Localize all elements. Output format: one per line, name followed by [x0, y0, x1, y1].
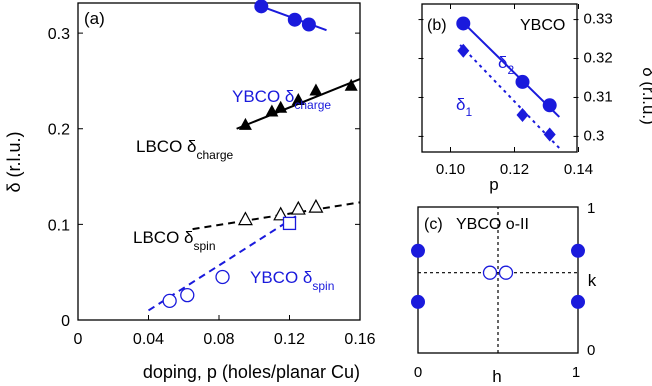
fit-line — [459, 18, 561, 118]
data-point — [516, 108, 529, 122]
panel-c-guides — [418, 207, 578, 353]
panel-c-ylabel: k — [588, 271, 597, 290]
data-point — [254, 0, 269, 14]
data-point — [571, 294, 585, 309]
data-point — [291, 93, 305, 106]
data-point — [274, 100, 288, 113]
y-tick-label: 0.2 — [48, 122, 70, 139]
data-point — [344, 78, 358, 91]
panel-a: (a) doping, p (holes/planar Cu) δ (r.l.u… — [4, 0, 376, 382]
panel-a-ticks: 0 0.04 0.08 0.12 0.16 0 0.1 0.2 0.3 — [48, 26, 376, 348]
x-tick-label: 1 — [572, 364, 580, 381]
data-point — [215, 269, 230, 285]
panel-b-fit-lines — [459, 18, 561, 149]
panel-c: (c) YBCO o-II h k 0 101 — [411, 200, 597, 386]
y-tick-label: 0.31 — [584, 88, 613, 105]
panel-c-xlabel: h — [492, 367, 501, 386]
label-ybco-spin: YBCO δspin — [250, 268, 334, 293]
data-point — [238, 117, 252, 130]
panel-a-label: (a) — [84, 9, 105, 28]
data-point — [482, 265, 498, 280]
panel-b-title: YBCO — [520, 17, 565, 34]
panel-b-frame — [421, 3, 578, 153]
data-point — [457, 43, 470, 58]
label-delta1: δ1 — [456, 95, 472, 119]
label-lbco-spin: LBCO δspin — [133, 228, 216, 253]
x-tick-label: 0.12 — [274, 331, 305, 348]
x-tick-label: 0.12 — [500, 161, 529, 178]
y-tick-label: 0.3 — [584, 127, 605, 144]
data-point — [265, 104, 279, 117]
label-lbco-charge: LBCO δcharge — [136, 137, 234, 162]
panel-b: (b) YBCO p δ (r.l.u.) 0.10 0.12 0.14 0.3 0.3… — [418, 3, 652, 194]
data-point — [571, 243, 585, 258]
x-tick-label: 0.08 — [203, 331, 234, 348]
panel-b-markers — [456, 16, 557, 142]
panel-c-markers — [411, 243, 585, 309]
x-tick-label: 0.16 — [344, 331, 375, 348]
x-tick-label: 0 — [414, 364, 422, 381]
data-point — [411, 294, 425, 309]
x-tick-label: 0 — [74, 331, 83, 348]
panel-a-xlabel: doping, p (holes/planar Cu) — [143, 362, 360, 382]
fit-line — [147, 213, 299, 312]
x-tick-label: 0.04 — [133, 331, 164, 348]
panel-a-fit-lines — [147, 3, 361, 312]
data-point — [411, 243, 425, 258]
data-point — [237, 211, 253, 226]
panel-c-label: (c) — [424, 216, 443, 233]
data-point — [542, 98, 557, 113]
y-tick-label: 0.1 — [48, 217, 70, 234]
data-point — [162, 293, 177, 309]
data-point — [180, 287, 195, 303]
data-point — [290, 200, 306, 215]
panel-c-title: YBCO o-II — [456, 216, 529, 233]
data-point — [543, 127, 556, 142]
data-point — [301, 17, 316, 32]
label-delta2: δ2 — [498, 53, 514, 77]
panel-a-markers — [162, 0, 358, 309]
data-point — [515, 74, 530, 89]
data-point — [309, 83, 323, 96]
fit-line — [459, 44, 561, 149]
panel-b-ticks: 0.10 0.12 0.14 0.3 0.31 0.32 0.33 — [418, 4, 613, 178]
y-tick-label: 0 — [587, 342, 595, 359]
data-point — [498, 265, 514, 280]
y-tick-label: 0.3 — [48, 26, 70, 43]
y-tick-label: 0.32 — [584, 50, 613, 67]
panel-a-ylabel: δ (r.l.u.) — [4, 131, 24, 192]
label-ybco-charge: YBCO δcharge — [232, 87, 331, 112]
data-point — [456, 16, 471, 31]
data-point — [308, 198, 324, 213]
x-tick-label: 0.14 — [564, 161, 593, 178]
panel-c-ticks: 0 101 — [414, 200, 596, 381]
y-tick-label: 1 — [587, 200, 595, 217]
data-point — [282, 216, 297, 231]
y-tick-label: 0.33 — [584, 11, 613, 28]
x-tick-label: 0.10 — [436, 161, 465, 178]
y-tick-label: 0 — [61, 313, 70, 330]
panel-b-label: (b) — [427, 17, 447, 34]
panel-b-ylabel: δ (r.l.u.) — [639, 67, 652, 125]
data-point — [287, 12, 302, 27]
panel-b-xlabel: p — [489, 175, 498, 194]
